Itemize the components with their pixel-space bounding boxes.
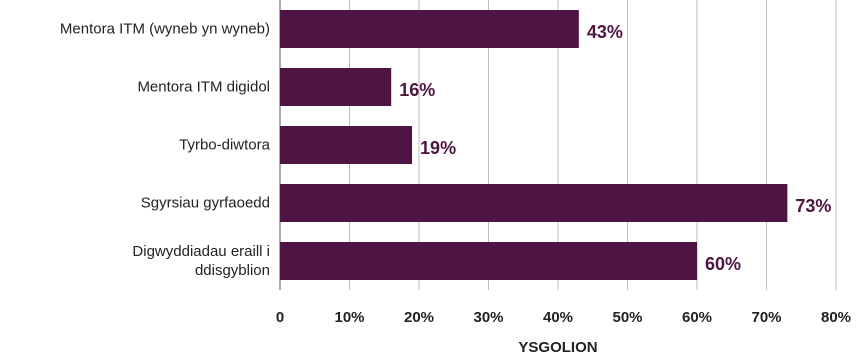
value-label: 60% [705, 254, 741, 274]
x-tick-label: 80% [821, 309, 851, 326]
x-tick-label: 20% [404, 309, 434, 326]
bar [280, 242, 697, 280]
x-tick-label: 0 [276, 309, 284, 326]
x-tick-label: 70% [751, 309, 781, 326]
y-tick-label: Mentora ITM digidol [137, 78, 270, 96]
y-tick-label: Sgyrsiau gyrfaoedd [140, 194, 270, 212]
x-tick-label: 40% [543, 309, 573, 326]
y-tick-label: Mentora ITM (wyneb yn wyneb) [59, 20, 270, 38]
value-label: 43% [587, 22, 623, 42]
x-tick-label: 10% [334, 309, 364, 326]
x-tick-label: 30% [473, 309, 503, 326]
x-tick-label: 60% [682, 309, 712, 326]
y-tick-label: Tyrbo-diwtora [179, 136, 270, 154]
bar [280, 184, 788, 222]
bar [280, 68, 392, 106]
value-label: 19% [420, 138, 456, 158]
bar [280, 126, 413, 164]
y-tick-label: Digwyddiadau eraill i ddisgyblion [132, 243, 270, 279]
x-tick-label: 50% [612, 309, 642, 326]
bar [280, 10, 579, 48]
x-axis-title: YSGOLION [518, 339, 597, 356]
value-label: 73% [795, 196, 831, 216]
value-label: 16% [399, 80, 435, 100]
